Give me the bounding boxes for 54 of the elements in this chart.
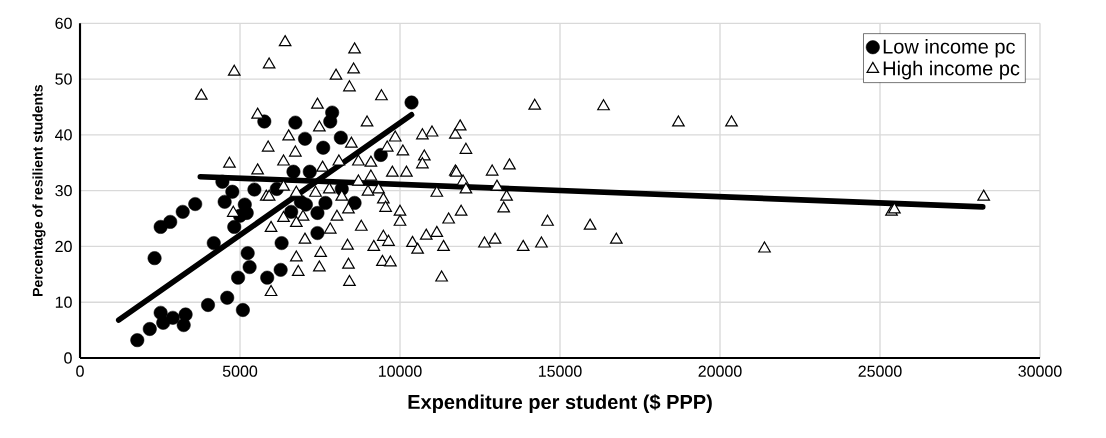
x-tick-label: 0 xyxy=(76,365,84,377)
point xyxy=(188,197,203,211)
x-axis-title: Expenditure per student ($ PPP) xyxy=(408,394,712,414)
point xyxy=(201,298,215,312)
point xyxy=(220,290,235,305)
point xyxy=(316,140,331,155)
point xyxy=(247,182,262,197)
y-tick-label: 40 xyxy=(55,129,72,141)
point xyxy=(163,214,178,229)
point xyxy=(165,310,180,325)
point xyxy=(273,262,288,277)
point xyxy=(298,131,312,146)
x-tick-label: 5000 xyxy=(222,365,258,377)
point xyxy=(242,260,257,275)
x-tick-label: 30000 xyxy=(1018,365,1062,377)
y-tick-label: 0 xyxy=(64,352,72,364)
point xyxy=(318,195,333,210)
point xyxy=(217,194,232,209)
point xyxy=(178,307,193,322)
point xyxy=(333,130,348,145)
point xyxy=(142,322,157,336)
legend-label: High income pc xyxy=(883,60,1020,80)
point xyxy=(284,204,299,219)
point xyxy=(323,114,338,129)
y-tick-label: 50 xyxy=(55,73,72,85)
y-tick-label: 60 xyxy=(55,17,72,29)
y-tick-label: 20 xyxy=(55,240,72,253)
point xyxy=(206,236,221,251)
point xyxy=(215,174,230,189)
point xyxy=(227,219,242,234)
x-tick-label: 25000 xyxy=(858,365,902,377)
point xyxy=(147,251,162,266)
point xyxy=(310,206,325,220)
point xyxy=(310,226,325,240)
legend-label: Low income pc xyxy=(883,38,1015,58)
point xyxy=(231,270,246,285)
point xyxy=(175,204,190,219)
point xyxy=(274,236,289,251)
x-tick-label: 10000 xyxy=(378,365,422,377)
x-tick-label: 20000 xyxy=(698,365,742,377)
point xyxy=(288,115,303,130)
point xyxy=(130,333,145,348)
point xyxy=(240,246,255,261)
point xyxy=(260,270,275,285)
point xyxy=(286,164,301,179)
y-tick-label: 30 xyxy=(55,185,72,197)
x-tick-label: 15000 xyxy=(538,365,582,377)
y-axis-title: Percentage of resilient students xyxy=(32,85,46,296)
point xyxy=(404,95,419,110)
point xyxy=(235,303,250,317)
point xyxy=(293,194,308,209)
point xyxy=(302,164,317,179)
point xyxy=(225,184,240,199)
y-tick-label: 10 xyxy=(55,296,72,308)
